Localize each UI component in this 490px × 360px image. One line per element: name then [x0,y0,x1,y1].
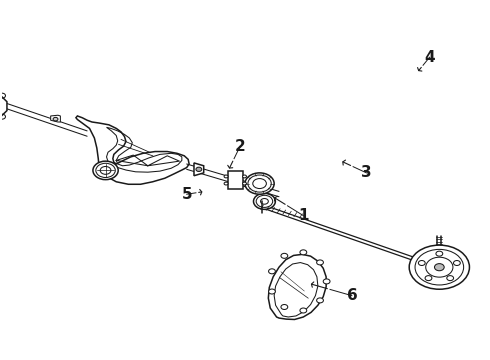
Circle shape [418,261,425,265]
Text: 6: 6 [346,288,357,303]
Circle shape [300,308,307,313]
Circle shape [269,269,275,274]
Ellipse shape [245,173,274,194]
Text: 2: 2 [235,139,245,154]
Circle shape [409,245,469,289]
Polygon shape [228,171,243,189]
Ellipse shape [93,161,118,180]
Circle shape [281,305,288,310]
Polygon shape [194,163,204,176]
Circle shape [317,260,323,265]
Circle shape [425,276,432,280]
Text: 5: 5 [181,187,192,202]
Polygon shape [0,95,7,118]
Circle shape [224,182,228,185]
Circle shape [243,182,246,185]
Ellipse shape [253,193,275,210]
Circle shape [453,261,460,265]
Circle shape [300,250,307,255]
Circle shape [196,167,202,171]
Circle shape [243,175,246,178]
Polygon shape [76,116,189,184]
Circle shape [435,264,444,271]
Circle shape [323,279,330,284]
Polygon shape [269,255,326,319]
Text: 4: 4 [424,50,435,65]
Text: 3: 3 [361,165,372,180]
Circle shape [53,117,58,121]
Circle shape [269,289,275,294]
Text: 1: 1 [298,208,309,223]
Polygon shape [50,115,60,122]
Circle shape [447,276,454,280]
Circle shape [317,298,323,303]
Circle shape [436,251,443,256]
Circle shape [224,175,228,178]
Circle shape [281,253,288,258]
